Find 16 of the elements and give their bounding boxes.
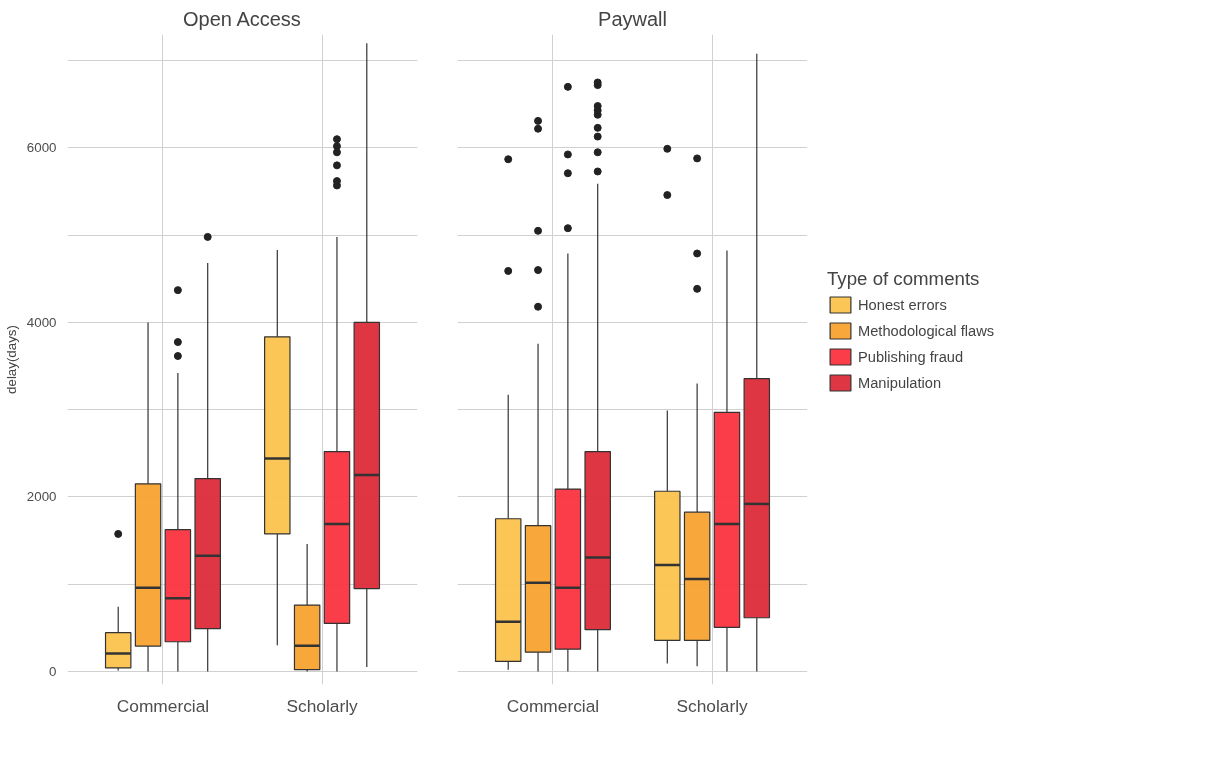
legend-label: Publishing fraud bbox=[858, 348, 964, 365]
y-tick-label: 4000 bbox=[26, 314, 57, 330]
x-tick-label: Commercial bbox=[116, 695, 210, 716]
x-tick-label: Scholarly bbox=[676, 695, 749, 716]
y-tick-label: 0 bbox=[49, 663, 57, 679]
legend-label: Honest errors bbox=[858, 296, 947, 313]
legend-label: Methodological flaws bbox=[858, 322, 995, 339]
legend-label: Manipulation bbox=[858, 374, 942, 391]
chart-title: Open Access bbox=[183, 7, 301, 30]
chart-title: Paywall bbox=[598, 7, 667, 30]
legend-title: Type of comments bbox=[827, 267, 981, 290]
x-tick-label: Commercial bbox=[506, 695, 600, 716]
y-axis-title: delay(days) bbox=[3, 325, 19, 394]
y-tick-label: 2000 bbox=[26, 489, 57, 505]
x-tick-label: Scholarly bbox=[286, 695, 359, 716]
y-tick-label: 6000 bbox=[26, 140, 57, 156]
